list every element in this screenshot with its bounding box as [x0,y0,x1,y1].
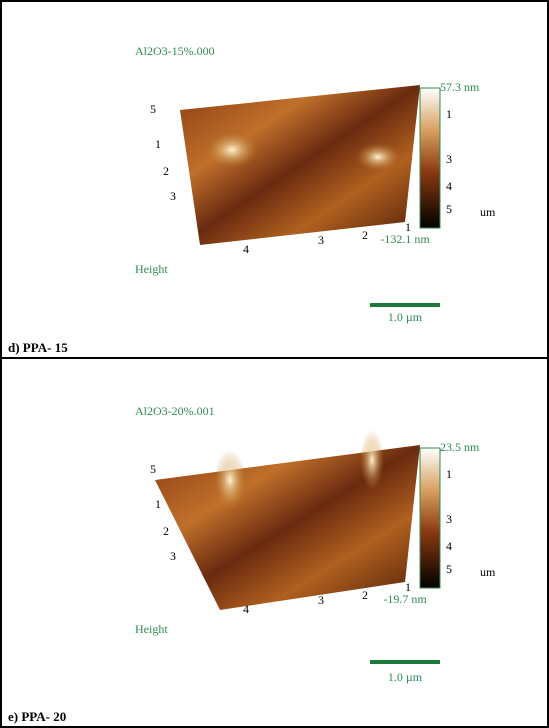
height-label: Height [135,622,168,636]
y-tick-label: 1 [155,137,161,151]
figure: Al2O3-15%.00057.3 nm-132.1 nm1345um51234… [0,0,549,728]
y-tick-label: 3 [170,189,176,203]
scale-bar-label: 1.0 µm [388,670,423,684]
y-tick-label: 5 [150,102,156,116]
y-tick-label: 5 [150,462,156,476]
y-tick-label: 1 [155,497,161,511]
colorbar [420,448,440,588]
y-tick-label: 3 [170,549,176,563]
colorbar-tick: 4 [446,539,452,553]
unit-label: um [480,565,496,579]
image-title: Al2O3-20%.001 [135,404,215,418]
max-label: 57.3 nm [440,80,480,94]
unit-label: um [480,205,496,219]
y-tick-label: 2 [163,524,169,538]
caption: e) PPA- 20 [8,709,66,724]
x-tick-label: 2 [362,588,368,602]
peak [356,143,400,171]
image-title: Al2O3-15%.000 [135,44,215,58]
max-label: 23.5 nm [440,440,480,454]
colorbar-tick: 5 [446,562,452,576]
peak [214,450,246,510]
colorbar-tick: 1 [446,467,452,481]
colorbar-tick: 5 [446,202,452,216]
caption: d) PPA- 15 [8,340,68,355]
min-label: -19.7 nm [383,592,427,606]
x-tick-label: 2 [362,228,368,242]
x-tick-label: 4 [243,242,249,256]
x-tick-label: 3 [318,233,324,247]
peak [206,132,258,168]
colorbar-tick: 3 [446,512,452,526]
scale-bar-label: 1.0 µm [388,310,423,324]
height-label: Height [135,262,168,276]
x-tick-label: 1 [405,580,411,594]
colorbar-tick: 4 [446,179,452,193]
page: Al2O3-15%.00057.3 nm-132.1 nm1345um51234… [0,0,549,728]
peak [360,430,384,490]
y-tick-label: 2 [163,164,169,178]
x-tick-label: 3 [318,593,324,607]
min-label: -132.1 nm [380,232,430,246]
colorbar [420,88,440,228]
colorbar-tick: 1 [446,107,452,121]
x-tick-label: 1 [405,220,411,234]
colorbar-tick: 3 [446,152,452,166]
x-tick-label: 4 [243,602,249,616]
